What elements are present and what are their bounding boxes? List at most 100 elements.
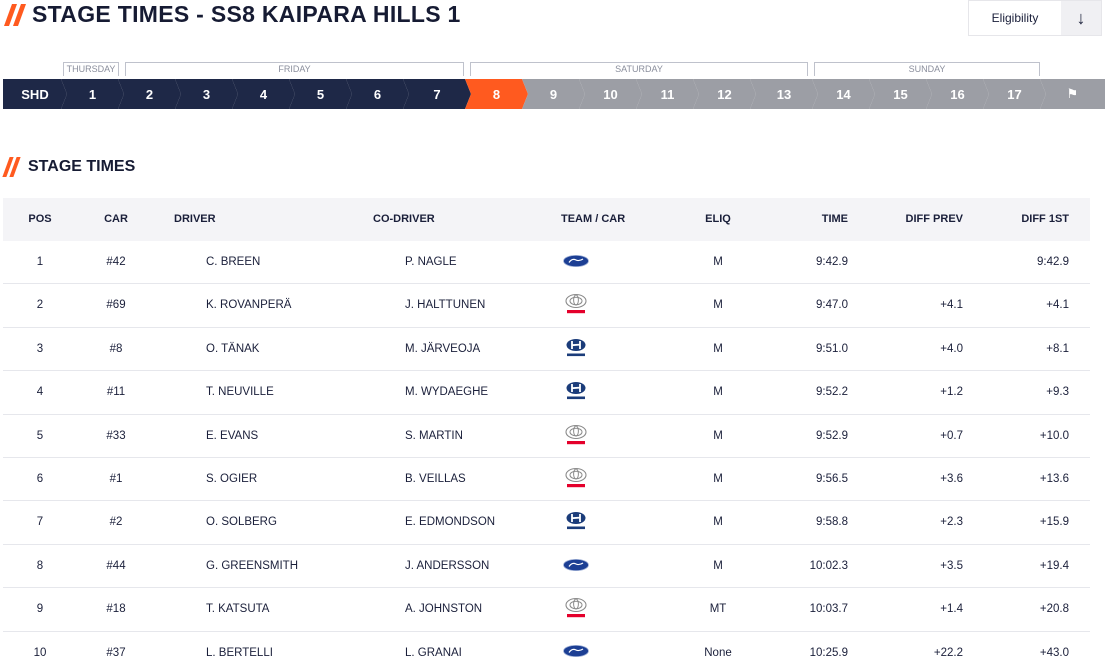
- table-row[interactable]: 1 #42 C. BREEN P. NAGLE M 9:42.9 9:42.9: [3, 241, 1090, 285]
- stage-7[interactable]: 7: [403, 79, 471, 109]
- diff-prev: +22.2: [933, 646, 963, 659]
- driver-cell[interactable]: O. TÄNAK: [174, 328, 364, 371]
- driver-cell[interactable]: C. BREEN: [174, 241, 364, 284]
- stage-15[interactable]: 15: [869, 79, 932, 109]
- table-row[interactable]: 4 #11 T. NEUVILLE M. WYDAEGHE M 9:52.2 +…: [3, 371, 1090, 415]
- team-cell: [551, 632, 601, 668]
- diff-prev: +1.2: [940, 386, 963, 399]
- page-title: STAGE TIMES - SS8 KAIPARA HILLS 1: [32, 1, 461, 27]
- driver-cell[interactable]: K. ROVANPERÄ: [174, 284, 364, 327]
- codriver-cell[interactable]: L. GRANAI: [373, 632, 553, 668]
- eliq: None: [704, 646, 732, 659]
- stage-1[interactable]: 1: [61, 79, 124, 109]
- codriver-cell[interactable]: M. JÄRVEOJA: [373, 328, 553, 371]
- driver-name: G. GREENSMITH: [206, 559, 299, 572]
- table-row[interactable]: 3 #8 O. TÄNAK M. JÄRVEOJA M 9:51.0 +4.0 …: [3, 328, 1090, 372]
- ireland-flag-icon: [174, 256, 194, 268]
- stage-4[interactable]: 4: [232, 79, 295, 109]
- diff-1st: 9:42.9: [1037, 256, 1069, 268]
- codriver-cell[interactable]: M. WYDAEGHE: [373, 371, 553, 414]
- driver-cell[interactable]: T. KATSUTA: [174, 588, 364, 631]
- toyota-logo-icon: [562, 596, 590, 620]
- col-eliq[interactable]: ELIQ: [705, 213, 731, 225]
- col-team[interactable]: TEAM / CAR: [561, 213, 626, 225]
- codriver-cell[interactable]: J. HALTTUNEN: [373, 284, 553, 327]
- estonia-flag-icon: [174, 342, 194, 354]
- team-cell: [551, 415, 601, 458]
- table-row[interactable]: 8 #44 G. GREENSMITH J. ANDERSSON M 10:02…: [3, 545, 1090, 589]
- stage-11[interactable]: 11: [636, 79, 699, 109]
- stage-9[interactable]: 9: [522, 79, 585, 109]
- eligibility-dropdown[interactable]: Eligibility ↓: [968, 0, 1102, 36]
- stage-2[interactable]: 2: [118, 79, 181, 109]
- diff-prev: +0.7: [940, 429, 963, 442]
- stage-5[interactable]: 5: [289, 79, 352, 109]
- codriver-name: J. ANDERSSON: [405, 559, 490, 572]
- driver-cell[interactable]: G. GREENSMITH: [174, 545, 364, 588]
- driver-cell[interactable]: E. EVANS: [174, 415, 364, 458]
- france-flag-icon: [174, 472, 194, 484]
- codriver-cell[interactable]: B. VEILLAS: [373, 458, 553, 501]
- stage-shd[interactable]: SHD: [3, 79, 67, 109]
- day-group-sunday: SUNDAY: [814, 62, 1040, 76]
- stage-selector: SHD 1 2 3 4 5 6 7 8 9 10 11 12 13 14 15 16 17 ⚑: [0, 79, 1119, 109]
- eliq: M: [713, 472, 723, 485]
- eliq: M: [713, 516, 723, 529]
- stage-14[interactable]: 14: [812, 79, 875, 109]
- driver-cell[interactable]: L. BERTELLI: [174, 632, 364, 668]
- table-row[interactable]: 2 #69 K. ROVANPERÄ J. HALTTUNEN M 9:47.0…: [3, 284, 1090, 328]
- diff-1st: +8.1: [1046, 342, 1069, 355]
- finish-flag-icon[interactable]: ⚑: [1040, 79, 1105, 109]
- stage-time: 10:25.9: [809, 646, 848, 659]
- table-row[interactable]: 9 #18 T. KATSUTA A. JOHNSTON MT 10:03.7 …: [3, 588, 1090, 632]
- uk-flag-icon: [373, 429, 393, 442]
- codriver-cell[interactable]: A. JOHNSTON: [373, 588, 553, 631]
- stage-17[interactable]: 17: [983, 79, 1046, 109]
- eliq: MT: [709, 603, 727, 616]
- stage-16[interactable]: 16: [926, 79, 989, 109]
- stage-6[interactable]: 6: [346, 79, 409, 109]
- diff-1st: +10.0: [1039, 429, 1069, 442]
- driver-name: T. KATSUTA: [206, 603, 270, 616]
- driver-name: O. TÄNAK: [206, 342, 260, 355]
- col-diff-1st[interactable]: DIFF 1ST: [1021, 213, 1069, 225]
- driver-name: L. BERTELLI: [206, 646, 273, 659]
- stage-10[interactable]: 10: [579, 79, 642, 109]
- car-number: #8: [109, 342, 123, 355]
- col-diff-prev[interactable]: DIFF PREV: [905, 213, 963, 225]
- stage-3[interactable]: 3: [175, 79, 238, 109]
- driver-cell[interactable]: S. OGIER: [174, 458, 364, 501]
- table-row[interactable]: 6 #1 S. OGIER B. VEILLAS M 9:56.5 +3.6 +…: [3, 458, 1090, 502]
- car-number: #2: [109, 516, 123, 529]
- codriver-cell[interactable]: S. MARTIN: [373, 415, 553, 458]
- codriver-name: M. WYDAEGHE: [405, 386, 489, 399]
- stage-13[interactable]: 13: [750, 79, 818, 109]
- col-car[interactable]: CAR: [104, 213, 128, 225]
- codriver-cell[interactable]: P. NAGLE: [373, 241, 553, 284]
- driver-cell[interactable]: T. NEUVILLE: [174, 371, 364, 414]
- col-time[interactable]: TIME: [821, 213, 848, 225]
- car-number: #44: [106, 559, 126, 572]
- table-row[interactable]: 10 #37 L. BERTELLI L. GRANAI None 10:25.…: [3, 632, 1090, 668]
- driver-cell[interactable]: O. SOLBERG: [174, 501, 364, 544]
- italy-flag-icon: [373, 646, 393, 658]
- codriver-cell[interactable]: E. EDMONDSON: [373, 501, 553, 544]
- eliq: M: [713, 559, 723, 572]
- position: 7: [36, 516, 44, 529]
- stage-8[interactable]: 8: [465, 79, 528, 109]
- diff-1st: +20.8: [1039, 603, 1069, 616]
- col-pos[interactable]: POS: [28, 213, 52, 225]
- stage-time: 9:47.0: [816, 299, 848, 312]
- team-cell: [551, 588, 601, 631]
- table-row[interactable]: 7 #2 O. SOLBERG E. EDMONDSON M 9:58.8 +2…: [3, 501, 1090, 545]
- stage-time: 9:56.5: [816, 472, 848, 485]
- driver-name: C. BREEN: [206, 256, 261, 268]
- stage-12[interactable]: 12: [693, 79, 756, 109]
- col-codriver[interactable]: CO-DRIVER: [373, 213, 435, 225]
- position: 1: [36, 256, 44, 268]
- col-driver[interactable]: DRIVER: [174, 213, 216, 225]
- table-row[interactable]: 5 #33 E. EVANS S. MARTIN M 9:52.9 +0.7 +…: [3, 415, 1090, 458]
- codriver-cell[interactable]: J. ANDERSSON: [373, 545, 553, 588]
- driver-name: O. SOLBERG: [206, 516, 277, 529]
- arrow-down-icon[interactable]: ↓: [1061, 1, 1101, 35]
